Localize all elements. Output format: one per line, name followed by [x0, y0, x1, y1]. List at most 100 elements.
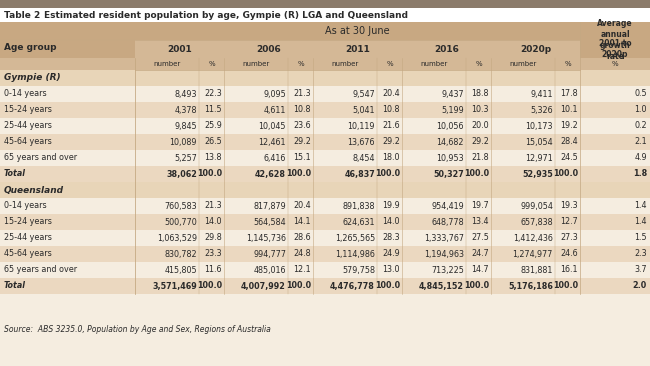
Text: 4,611: 4,611: [264, 105, 286, 115]
Text: 20.4: 20.4: [293, 202, 311, 210]
Text: 1.4: 1.4: [634, 217, 647, 227]
Text: 9,845: 9,845: [174, 122, 197, 131]
Text: 9,437: 9,437: [441, 90, 464, 98]
Text: 16.1: 16.1: [560, 265, 578, 274]
Text: Source:  ABS 3235.0, Population by Age and Sex, Regions of Australia: Source: ABS 3235.0, Population by Age an…: [4, 325, 271, 335]
Text: 2001: 2001: [167, 45, 192, 53]
Text: 648,778: 648,778: [432, 217, 464, 227]
Text: 42,628: 42,628: [255, 169, 286, 179]
Text: 12.7: 12.7: [560, 217, 578, 227]
Text: 15.1: 15.1: [293, 153, 311, 163]
Text: 17.8: 17.8: [560, 90, 578, 98]
Text: 657,838: 657,838: [521, 217, 553, 227]
Text: 5,041: 5,041: [352, 105, 375, 115]
Text: 13.8: 13.8: [205, 153, 222, 163]
Text: number: number: [242, 61, 270, 67]
Text: Total: Total: [4, 281, 26, 291]
Text: 100.0: 100.0: [553, 169, 578, 179]
Text: 4,476,778: 4,476,778: [330, 281, 375, 291]
Text: 18.0: 18.0: [382, 153, 400, 163]
Text: 0-14 years: 0-14 years: [4, 202, 47, 210]
Bar: [0, 58, 650, 70]
Text: 5,199: 5,199: [441, 105, 464, 115]
Text: 1,412,436: 1,412,436: [513, 234, 553, 243]
Text: 100.0: 100.0: [375, 281, 400, 291]
Text: 28.4: 28.4: [560, 138, 578, 146]
Text: 5,257: 5,257: [174, 153, 197, 163]
Text: 100.0: 100.0: [197, 281, 222, 291]
Text: 23.3: 23.3: [204, 250, 222, 258]
Text: Table 2: Table 2: [4, 11, 40, 19]
Text: 8,454: 8,454: [352, 153, 375, 163]
Text: 50,327: 50,327: [434, 169, 464, 179]
Text: 2001 to
2020p: 2001 to 2020p: [599, 39, 631, 59]
Text: 24.8: 24.8: [293, 250, 311, 258]
Text: 1.4: 1.4: [634, 202, 647, 210]
Text: 13.0: 13.0: [382, 265, 400, 274]
Text: 26.5: 26.5: [204, 138, 222, 146]
Text: 624,631: 624,631: [343, 217, 375, 227]
Text: number: number: [153, 61, 181, 67]
Text: 0-14 years: 0-14 years: [4, 90, 47, 98]
Text: 18.8: 18.8: [471, 90, 489, 98]
Text: 999,054: 999,054: [520, 202, 553, 210]
Text: 15-24 years: 15-24 years: [4, 217, 52, 227]
Bar: [0, 8, 650, 22]
Bar: [0, 118, 650, 134]
Text: %: %: [612, 61, 618, 67]
Text: 100.0: 100.0: [553, 281, 578, 291]
Text: 27.5: 27.5: [471, 234, 489, 243]
Text: 14.0: 14.0: [205, 217, 222, 227]
Text: 994,777: 994,777: [253, 250, 286, 258]
Text: 1,265,565: 1,265,565: [335, 234, 375, 243]
Text: 29.2: 29.2: [293, 138, 311, 146]
Text: 817,879: 817,879: [254, 202, 286, 210]
Text: 954,419: 954,419: [431, 202, 464, 210]
Text: 25-44 years: 25-44 years: [4, 122, 52, 131]
Text: 2.3: 2.3: [634, 250, 647, 258]
Text: 0.5: 0.5: [634, 90, 647, 98]
Text: 760,583: 760,583: [164, 202, 197, 210]
Text: 10,953: 10,953: [436, 153, 464, 163]
Text: 14.1: 14.1: [294, 217, 311, 227]
Text: 22.3: 22.3: [204, 90, 222, 98]
Text: 1,063,529: 1,063,529: [157, 234, 197, 243]
Text: 1,333,767: 1,333,767: [424, 234, 464, 243]
Text: 3.7: 3.7: [634, 265, 647, 274]
Text: 0.2: 0.2: [634, 122, 647, 131]
Text: 5,326: 5,326: [530, 105, 553, 115]
Text: 46,837: 46,837: [344, 169, 375, 179]
Text: 6,416: 6,416: [264, 153, 286, 163]
Text: 24.5: 24.5: [560, 153, 578, 163]
Text: 10,056: 10,056: [437, 122, 464, 131]
Text: Gympie (R): Gympie (R): [4, 74, 60, 82]
Text: 579,758: 579,758: [342, 265, 375, 274]
Text: 12.1: 12.1: [293, 265, 311, 274]
Text: Age group: Age group: [4, 43, 57, 52]
Text: 65 years and over: 65 years and over: [4, 265, 77, 274]
Text: 10.8: 10.8: [294, 105, 311, 115]
Text: 10,173: 10,173: [525, 122, 553, 131]
Text: 9,411: 9,411: [530, 90, 553, 98]
Bar: [0, 294, 650, 366]
Text: 19.3: 19.3: [560, 202, 578, 210]
Text: 20.0: 20.0: [471, 122, 489, 131]
Bar: [0, 246, 650, 262]
Text: %: %: [564, 61, 571, 67]
Bar: [0, 198, 650, 214]
Text: 9,095: 9,095: [263, 90, 286, 98]
Text: 564,584: 564,584: [254, 217, 286, 227]
Text: 10.1: 10.1: [560, 105, 578, 115]
Text: 27.3: 27.3: [560, 234, 578, 243]
Bar: [0, 70, 650, 86]
Bar: [0, 182, 650, 198]
Text: 15-24 years: 15-24 years: [4, 105, 52, 115]
Text: 2006: 2006: [256, 45, 281, 53]
Text: 12,971: 12,971: [525, 153, 553, 163]
Text: 831,881: 831,881: [521, 265, 553, 274]
Text: 19.2: 19.2: [560, 122, 578, 131]
Text: 13.4: 13.4: [471, 217, 489, 227]
Bar: [0, 230, 650, 246]
Bar: [0, 278, 650, 294]
Text: 10,089: 10,089: [170, 138, 197, 146]
